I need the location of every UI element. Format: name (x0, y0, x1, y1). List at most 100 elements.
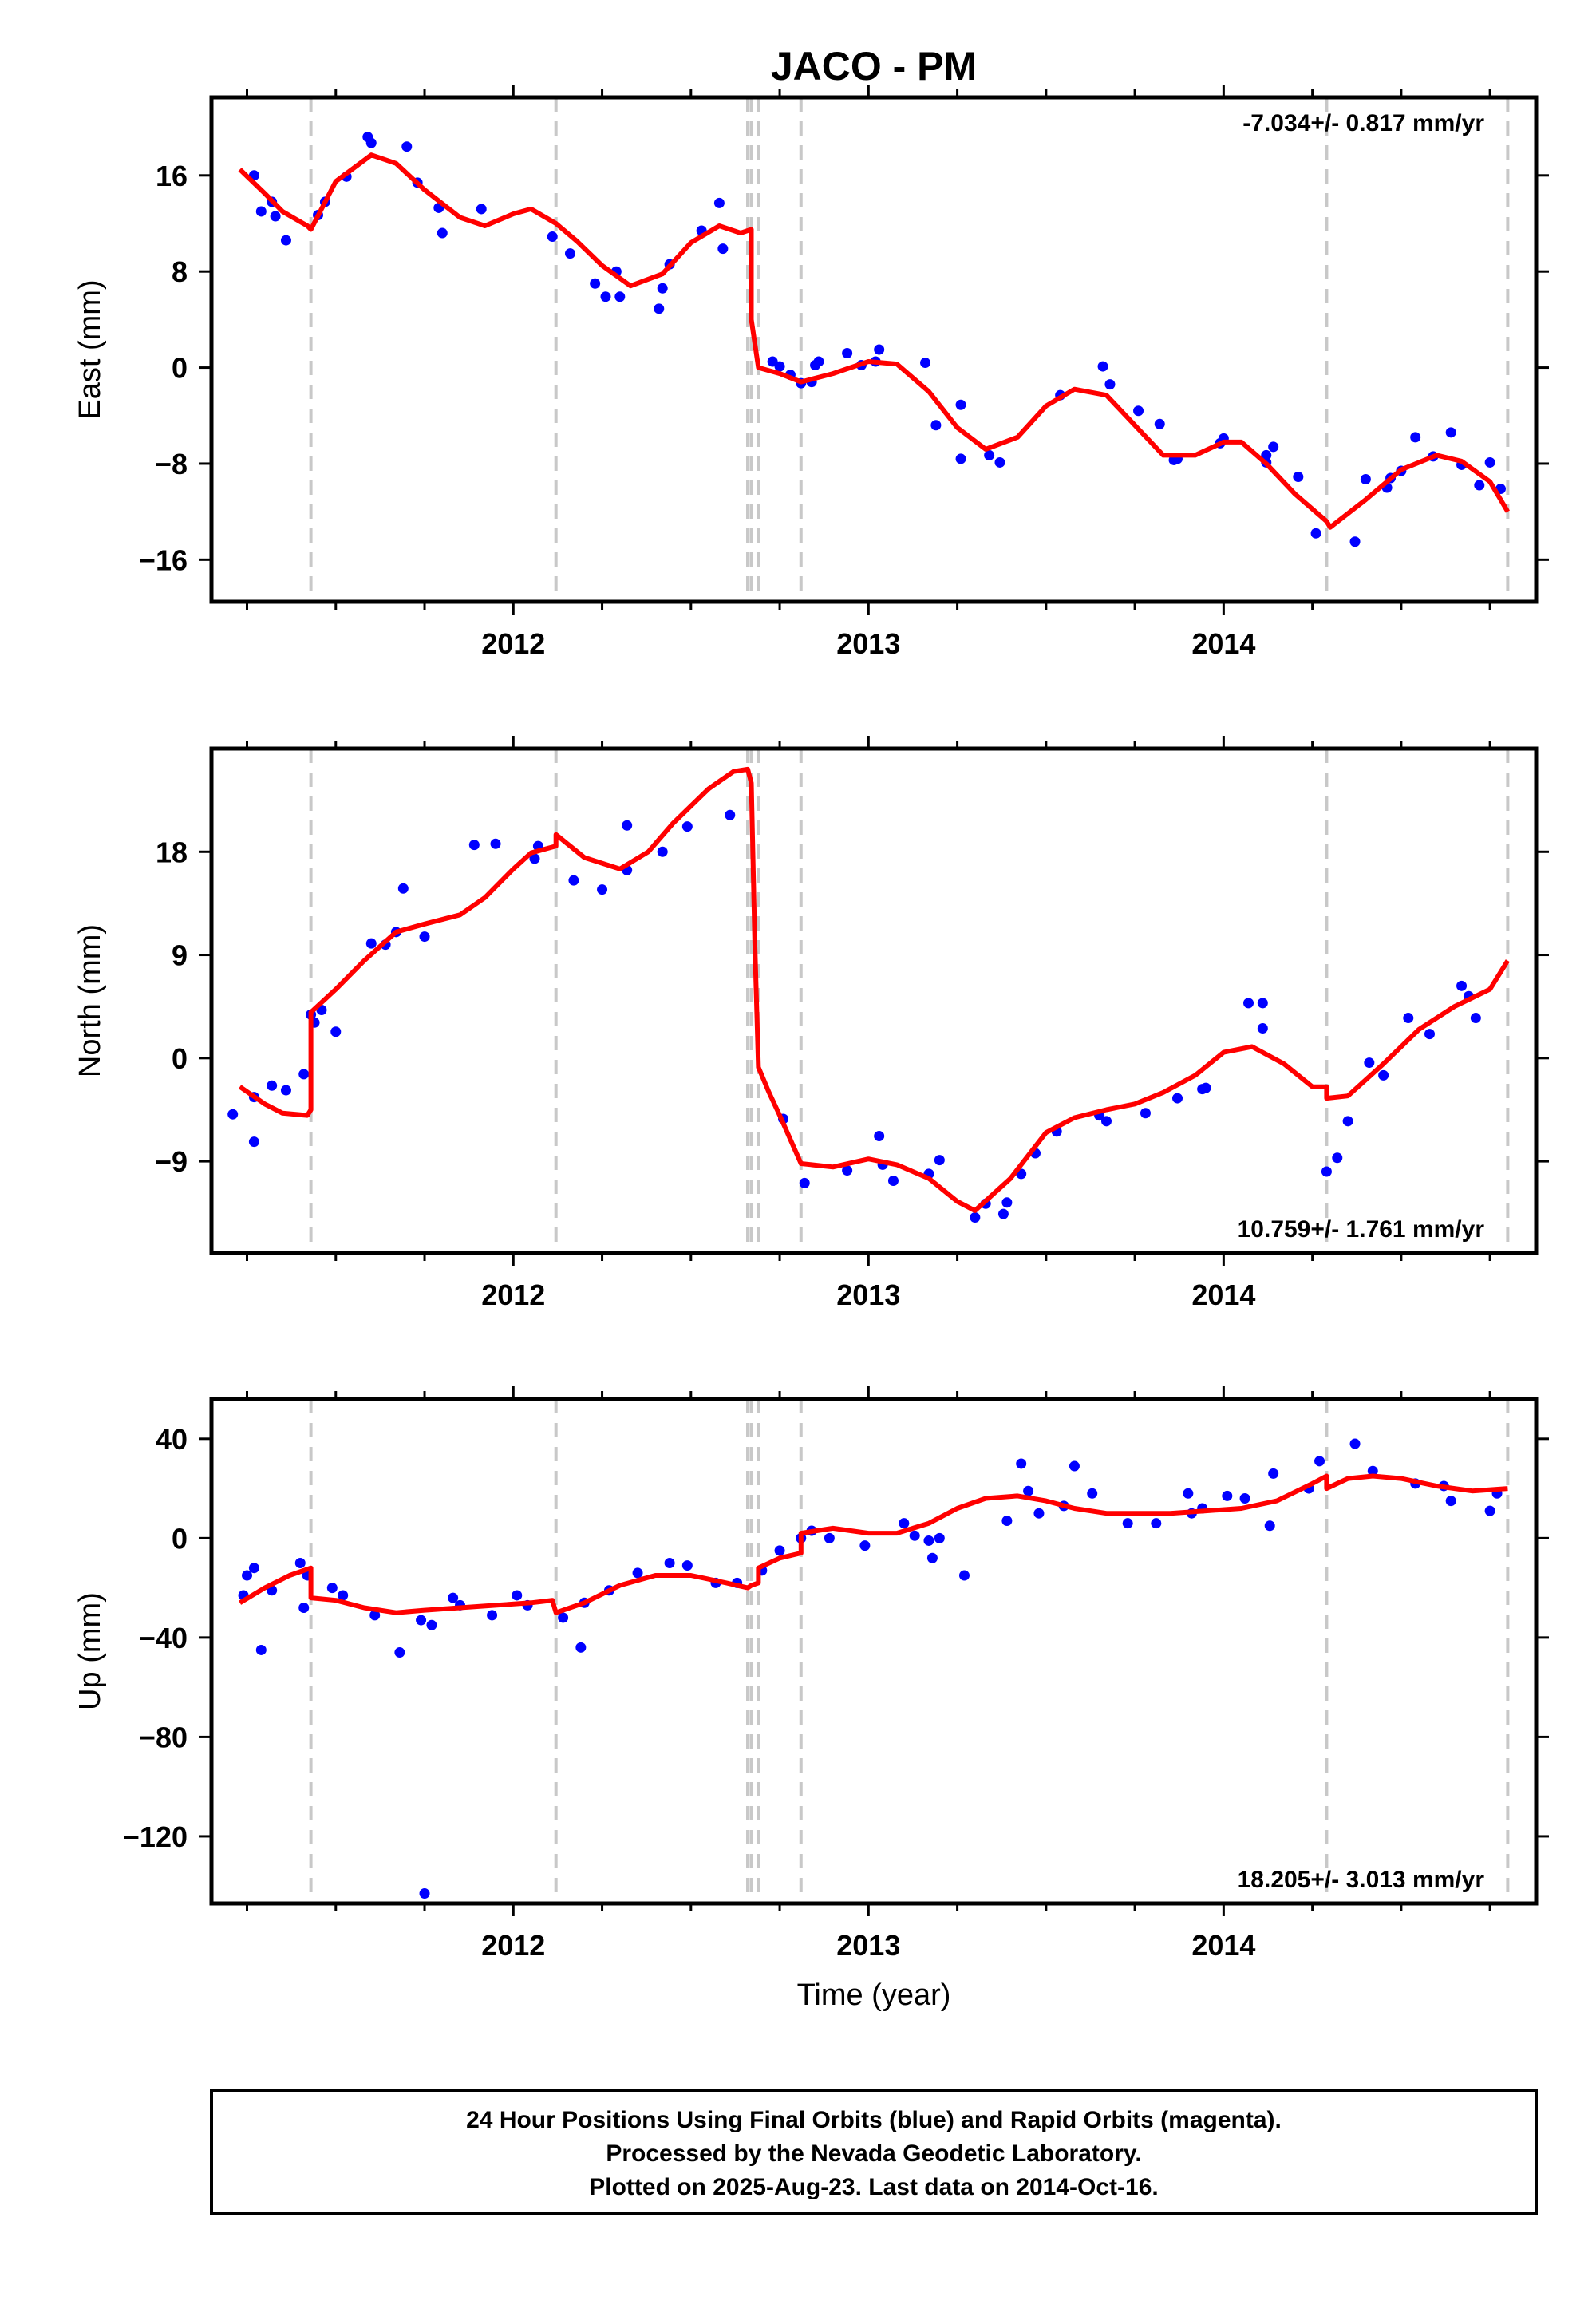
north-observation-point (934, 1155, 945, 1166)
up-observation-point (923, 1535, 934, 1546)
east-observation-point (1104, 379, 1116, 390)
up-observation-point (899, 1518, 910, 1529)
east-observation-point (590, 278, 601, 289)
east-ytick-label: 16 (156, 160, 188, 192)
east-observation-point (476, 204, 487, 215)
north-observation-point (998, 1208, 1009, 1219)
north-observation-point (419, 931, 430, 943)
east-observation-point (547, 231, 558, 243)
north-observation-point (1403, 1013, 1414, 1024)
east-observation-point (842, 348, 853, 359)
up-observation-point (934, 1532, 945, 1543)
up-observation-point (242, 1570, 253, 1581)
east-observation-point (564, 248, 575, 259)
north-observation-point (681, 821, 693, 832)
up-observation-point (512, 1590, 523, 1601)
north-rate-label: 10.759+/- 1.761 mm/yr (1238, 1216, 1485, 1243)
north-observation-point (799, 1177, 810, 1188)
north-panel: 18 9 0 −9 2012 2013 2014 North (mm) 10.759+/- 1.… (73, 736, 1549, 1311)
east-observation-point (654, 303, 665, 314)
up-observation-point (394, 1647, 405, 1658)
north-observation-point (365, 938, 377, 949)
up-observation-point (338, 1590, 349, 1601)
up-observation-point (1445, 1496, 1456, 1507)
north-observation-point (622, 820, 633, 831)
up-observation-point (419, 1888, 430, 1899)
up-frame (209, 1397, 1539, 1906)
east-observation-point (1410, 432, 1421, 443)
east-observation-point (1474, 480, 1485, 491)
north-frame (209, 746, 1539, 1255)
east-ytick-label: 0 (172, 352, 188, 385)
east-observation-point (657, 283, 668, 294)
up-observation-point (1349, 1438, 1361, 1449)
north-ytick-label: 0 (172, 1042, 188, 1075)
north-observation-point (248, 1136, 259, 1148)
east-xtick-label: 2014 (1191, 627, 1255, 660)
footer-line-2: Processed by the Nevada Geodetic Laborat… (606, 2140, 1141, 2167)
footer-line-1: 24 Hour Positions Using Final Orbits (bl… (466, 2107, 1282, 2133)
east-observation-point (280, 235, 291, 246)
north-observation-point (1172, 1093, 1183, 1104)
east-observation-point (600, 291, 611, 302)
up-observation-point (248, 1563, 259, 1574)
north-observation-point (1243, 998, 1254, 1009)
east-axis-label: East (mm) (73, 279, 107, 419)
north-observation-point (1321, 1166, 1332, 1177)
up-observation-point (926, 1552, 938, 1563)
up-ytick-label: −120 (123, 1820, 188, 1853)
north-observation-point (1456, 980, 1468, 991)
east-observation-point (270, 211, 281, 222)
north-observation-point (468, 840, 480, 851)
east-observation-point (1484, 456, 1495, 468)
north-xtick-label: 2014 (1191, 1279, 1255, 1311)
north-observation-point (397, 883, 409, 894)
north-observation-point (568, 875, 579, 886)
east-panel: 16 8 0 −8 −16 2012 2013 2014 East (mm) -7.034+/- … (73, 85, 1549, 660)
east-observation-point (1349, 536, 1361, 547)
up-observation-point (1484, 1505, 1495, 1516)
north-model-line (238, 766, 1510, 1213)
north-observation-point (842, 1165, 853, 1176)
up-rate-label: 18.205+/- 3.013 mm/yr (1238, 1867, 1485, 1893)
up-observation-point (1314, 1456, 1325, 1467)
up-observation-point (909, 1530, 920, 1541)
north-observation-point (1001, 1197, 1013, 1208)
figure-title: JACO - PM (771, 44, 977, 89)
up-observation-point (326, 1583, 338, 1594)
east-observation-point (774, 361, 785, 372)
up-observation-point (1087, 1488, 1098, 1499)
east-frame (209, 95, 1539, 604)
up-observation-point (1367, 1465, 1378, 1476)
up-observation-point (958, 1570, 970, 1581)
up-observation-point (1264, 1520, 1275, 1532)
north-observation-point (1424, 1029, 1435, 1040)
up-observation-point (369, 1610, 381, 1621)
up-panel: 40 0 −40 −80 −120 2012 2013 2014 Up (mm) Time (ye… (73, 1386, 1549, 2012)
up-observation-point (426, 1619, 437, 1630)
east-observation-point (1360, 474, 1371, 485)
east-observation-point (813, 356, 824, 367)
north-observation-point (597, 884, 608, 895)
up-xtick-label: 2012 (481, 1929, 545, 1962)
north-observation-point (1332, 1152, 1343, 1164)
up-observation-point (1033, 1508, 1045, 1519)
time-axis-label: Time (year) (797, 1978, 951, 2012)
east-xtick-label: 2012 (481, 627, 545, 660)
north-observation-point (280, 1085, 291, 1096)
north-observation-point (657, 846, 668, 857)
up-observation-point (664, 1557, 675, 1568)
up-ytick-label: −40 (139, 1622, 188, 1654)
up-observation-point (255, 1644, 267, 1655)
up-observation-point (1239, 1493, 1250, 1504)
up-observation-point (632, 1567, 643, 1579)
up-observation-point (558, 1612, 569, 1623)
north-observation-point (1257, 998, 1268, 1009)
east-observation-point (255, 206, 267, 217)
east-observation-point (874, 344, 885, 355)
up-observation-point (416, 1615, 427, 1626)
up-model-line (239, 1473, 1508, 1615)
east-observation-point (930, 420, 942, 431)
up-observation-point (681, 1560, 693, 1571)
